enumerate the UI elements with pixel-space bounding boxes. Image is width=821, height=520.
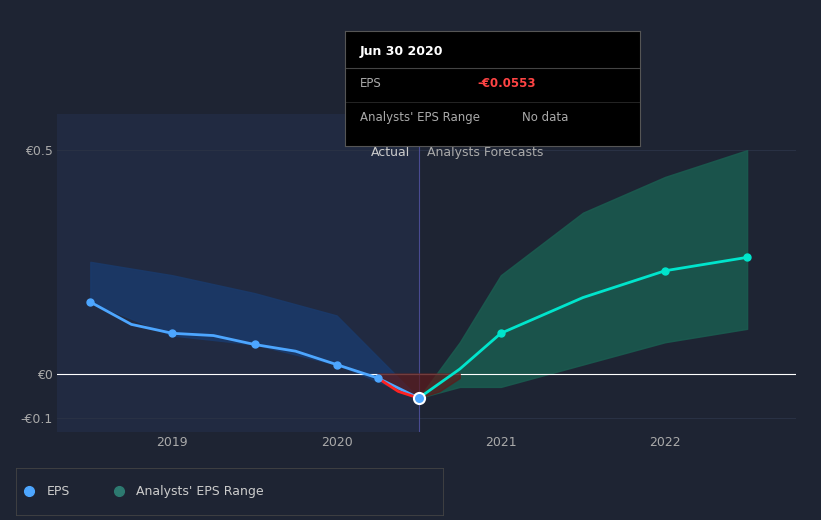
Bar bbox=[57, 114, 419, 432]
Text: -€0.0553: -€0.0553 bbox=[478, 77, 536, 90]
Text: Analysts' EPS Range: Analysts' EPS Range bbox=[136, 485, 264, 498]
Text: EPS: EPS bbox=[360, 77, 381, 90]
Text: EPS: EPS bbox=[46, 485, 70, 498]
Text: Jun 30 2020: Jun 30 2020 bbox=[360, 45, 443, 58]
Text: Analysts Forecasts: Analysts Forecasts bbox=[427, 146, 544, 159]
Text: No data: No data bbox=[522, 111, 568, 124]
Text: Analysts' EPS Range: Analysts' EPS Range bbox=[360, 111, 479, 124]
Text: Actual: Actual bbox=[371, 146, 410, 159]
